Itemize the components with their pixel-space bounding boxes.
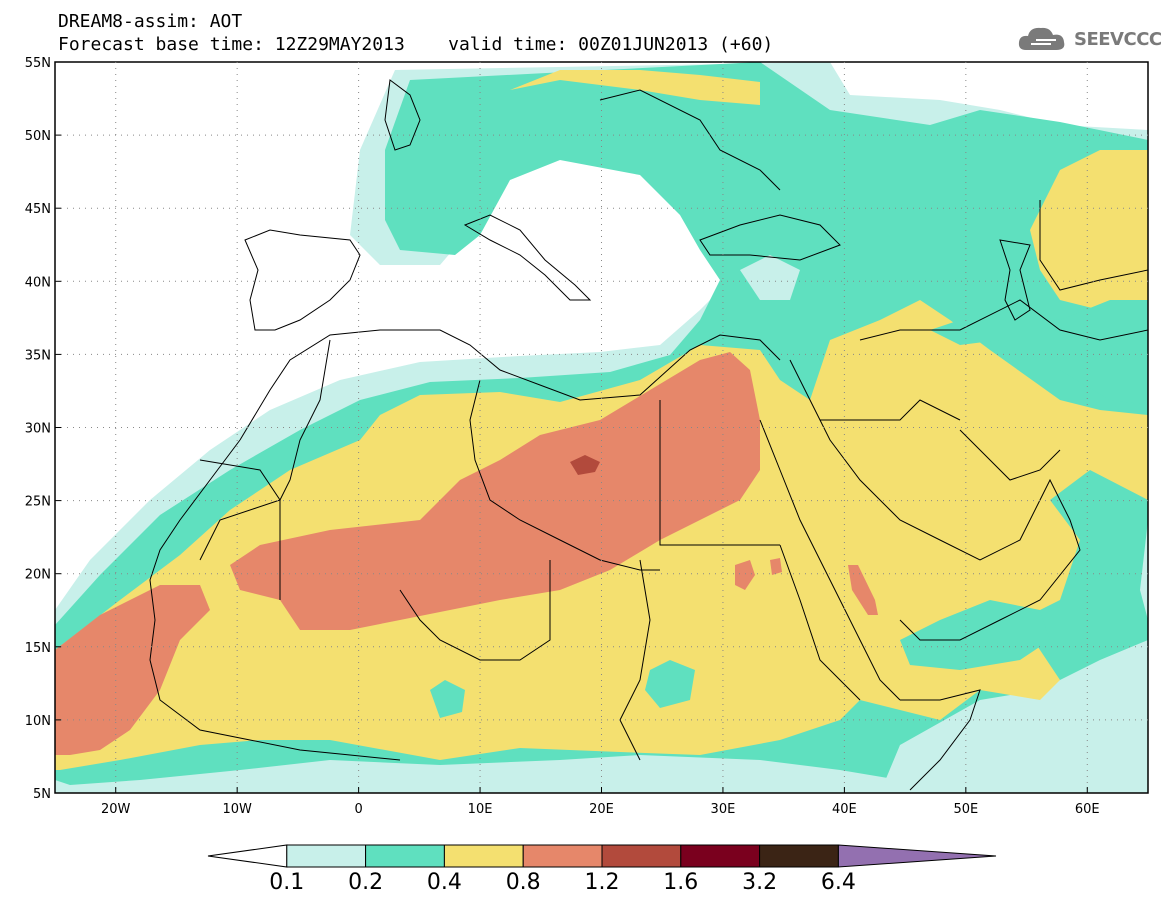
aot-band-0-2-patch-3 xyxy=(930,300,1148,405)
border-4 xyxy=(399,560,551,661)
graticule xyxy=(55,62,1148,793)
coast-caspian xyxy=(999,239,1031,321)
colorbar-swatch xyxy=(286,844,367,868)
coast-arabia xyxy=(789,359,1081,641)
border-3 xyxy=(659,400,780,546)
lon-label: 40E xyxy=(832,802,857,817)
lat-label: 40N xyxy=(25,275,51,290)
lat-label: 55N xyxy=(25,56,51,71)
aot-band-0-8-blob-2 xyxy=(770,558,782,575)
lat-label: 5N xyxy=(33,787,51,802)
colorbar-level-label: 0.4 xyxy=(426,870,462,895)
coast-italy xyxy=(463,214,592,301)
border-10 xyxy=(779,544,861,701)
colorbar-swatch xyxy=(601,844,682,868)
lon-label: 10E xyxy=(468,802,493,817)
lat-label: 25N xyxy=(25,495,51,510)
coastlines xyxy=(149,79,1148,791)
aot-band-1-2 xyxy=(570,455,600,475)
colorbar-level-label: 1.2 xyxy=(584,870,620,895)
seevccc-logo: SEEVCCC xyxy=(1016,22,1162,56)
border-1 xyxy=(279,339,331,600)
colorbar-swatch xyxy=(365,844,445,868)
aot-band-0-8-blob-3 xyxy=(848,565,878,615)
border-5 xyxy=(199,459,281,561)
lat-label: 45N xyxy=(25,202,51,217)
lon-label: 10W xyxy=(222,802,252,817)
title-line-1: DREAM8-assim: AOT xyxy=(58,11,243,32)
lon-label: 50E xyxy=(953,802,978,817)
aot-band-0-8 xyxy=(55,585,210,755)
border-2 xyxy=(469,379,660,571)
aot-band-0-2-patch-2 xyxy=(430,680,465,718)
lat-label: 10N xyxy=(25,714,51,729)
coast-west-africa xyxy=(149,439,401,761)
border-8 xyxy=(859,299,1148,341)
aot-band-0-8-blob xyxy=(735,560,755,590)
lon-label: 20E xyxy=(589,802,614,817)
colorbar-level-label: 1.6 xyxy=(663,870,699,895)
border-9 xyxy=(619,559,651,761)
lon-label: 0 xyxy=(354,802,362,817)
colorbar-level-label: 3.2 xyxy=(742,870,778,895)
coast-uk xyxy=(384,79,421,151)
lon-axis: 20W 10W 0 10E 20E 30E 40E 50E 60E xyxy=(101,787,1100,817)
border-6 xyxy=(820,399,961,421)
colorbar-arrow-low xyxy=(207,844,288,868)
lat-label: 15N xyxy=(25,641,51,656)
colorbar-level-label: 0.8 xyxy=(505,870,541,895)
logo-text: SEEVCCC xyxy=(1074,28,1162,50)
lat-label: 35N xyxy=(25,348,51,363)
colorbar-level-label: 0.1 xyxy=(269,870,305,895)
cloud-icon xyxy=(1018,27,1065,50)
colorbar-swatch xyxy=(522,844,603,868)
lon-label: 60E xyxy=(1075,802,1100,817)
aot-band-0-1-patch-south xyxy=(880,640,1148,793)
coast-red-sea xyxy=(759,419,901,701)
border-11 xyxy=(1039,200,1148,291)
coast-persian-gulf xyxy=(959,429,1061,481)
lat-label: 20N xyxy=(25,568,51,583)
coast-iberia xyxy=(244,229,361,331)
aot-band-0-2-patch xyxy=(645,660,695,708)
colorbar-level-label: 6.4 xyxy=(820,870,856,895)
colorbar-level-label: 0.2 xyxy=(348,870,384,895)
aot-band-0-2-patch-4 xyxy=(900,600,1050,670)
lat-axis: 55N 50N 45N 40N 35N 30N 25N 20N 15N 10N 5N xyxy=(25,56,61,802)
colorbar-swatch xyxy=(759,844,839,868)
lon-label: 20W xyxy=(101,802,131,817)
lat-label: 30N xyxy=(25,422,51,437)
colorbar-swatch xyxy=(680,844,761,868)
aot-band-0-8-main xyxy=(230,352,760,630)
lat-label: 50N xyxy=(25,129,51,144)
colorbar-swatch xyxy=(443,844,524,868)
coast-north-africa xyxy=(239,329,781,441)
aot-band-0-1-patch xyxy=(740,255,800,300)
colorbar xyxy=(207,844,997,868)
aot-band-0-4-north xyxy=(510,70,760,105)
aot-band-0-4-ne xyxy=(1030,150,1148,310)
title-line-2: Forecast base time: 12Z29MAY2013 valid t… xyxy=(58,34,774,55)
colorbar-arrow-high xyxy=(837,844,997,868)
coast-horn xyxy=(900,689,981,791)
lon-label: 30E xyxy=(711,802,736,817)
